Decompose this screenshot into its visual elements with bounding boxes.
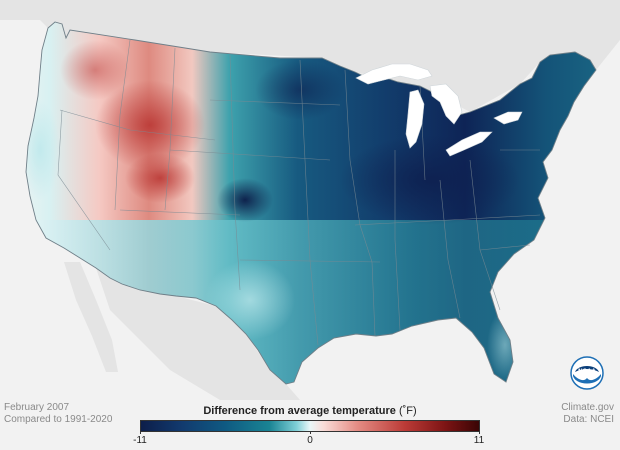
- temperature-anomaly-map: [0, 0, 620, 400]
- lake-erie: [445, 131, 493, 157]
- state-borders: [57, 39, 541, 346]
- canada-landmass: [0, 0, 620, 112]
- baseline-label: Compared to 1991-2020: [4, 414, 113, 425]
- legend-unit: (˚F): [398, 405, 417, 417]
- baja-peninsula: [64, 262, 118, 372]
- lake-superior: [355, 63, 433, 85]
- source-credit: Climate.gov Data: NCEI: [561, 402, 614, 426]
- scale-mid-label: 0: [307, 435, 313, 446]
- great-lakes: [355, 63, 523, 157]
- map-caption: February 2007 Compared to 1991-2020: [4, 402, 112, 426]
- tick-mark-mid: [310, 431, 311, 434]
- source-site: Climate.gov: [561, 402, 614, 413]
- scale-max-label: 11: [473, 435, 485, 446]
- noaa-logo-text: NOAA: [578, 369, 596, 375]
- legend-title: Difference from average temperature (˚F): [140, 405, 480, 417]
- lake-michigan: [405, 89, 425, 149]
- scale-min-label: -11: [133, 435, 147, 446]
- lake-ontario: [493, 111, 523, 125]
- lake-huron: [429, 83, 463, 125]
- legend-variable: Difference from average temperature: [203, 405, 396, 417]
- tick-mark-min: [140, 431, 141, 434]
- noaa-logo: NOAA: [570, 356, 604, 390]
- mexico-landmass: [96, 268, 300, 400]
- period-label: February 2007: [4, 402, 70, 413]
- tick-mark-max: [479, 431, 480, 434]
- source-data: Data: NCEI: [563, 414, 614, 425]
